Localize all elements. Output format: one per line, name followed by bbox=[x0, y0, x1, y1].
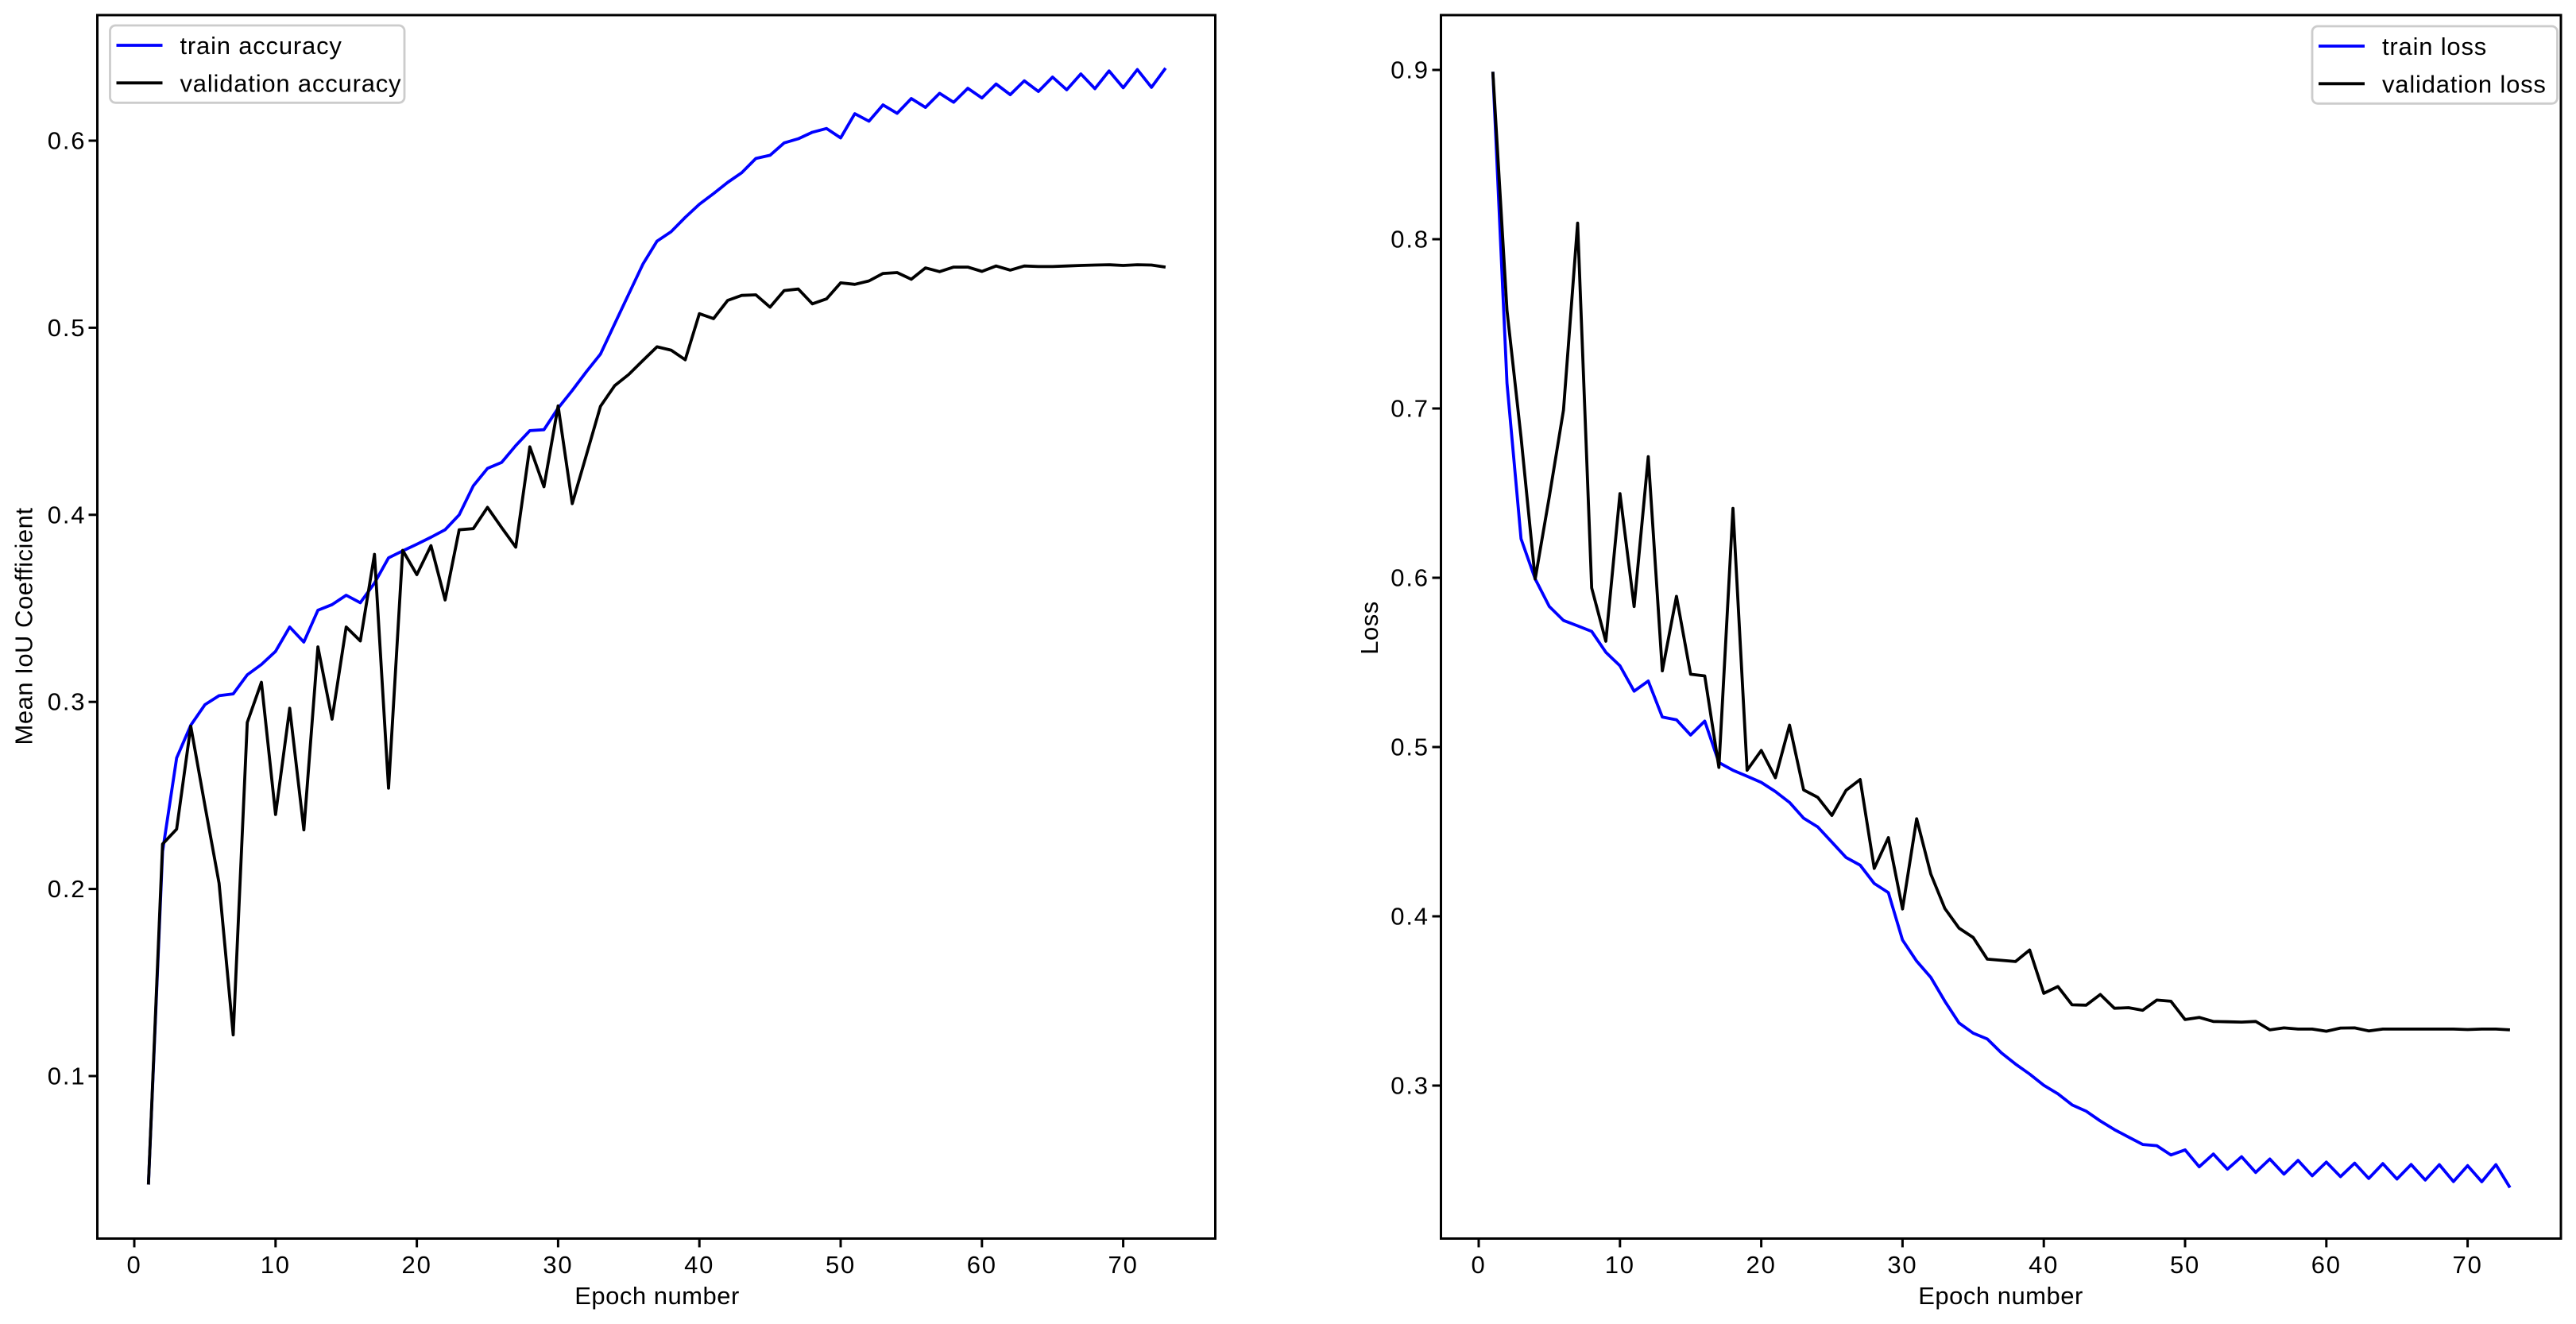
svg-text:10: 10 bbox=[261, 1251, 291, 1279]
svg-text:train loss: train loss bbox=[2382, 33, 2487, 60]
svg-text:40: 40 bbox=[684, 1251, 714, 1279]
svg-text:60: 60 bbox=[967, 1251, 997, 1279]
svg-text:0.9: 0.9 bbox=[1390, 56, 1429, 84]
svg-text:0.5: 0.5 bbox=[48, 314, 87, 342]
svg-text:0.8: 0.8 bbox=[1390, 226, 1429, 254]
svg-text:Epoch number: Epoch number bbox=[574, 1282, 740, 1310]
svg-text:0.6: 0.6 bbox=[48, 127, 87, 155]
svg-text:0.3: 0.3 bbox=[48, 688, 87, 716]
svg-text:0.5: 0.5 bbox=[1390, 734, 1429, 761]
svg-text:0.3: 0.3 bbox=[1390, 1072, 1429, 1100]
svg-text:0.6: 0.6 bbox=[1390, 564, 1429, 592]
svg-text:Mean IoU Coefficient: Mean IoU Coefficient bbox=[10, 508, 38, 745]
svg-text:20: 20 bbox=[1746, 1251, 1777, 1279]
svg-text:60: 60 bbox=[2311, 1251, 2342, 1279]
svg-text:validation loss: validation loss bbox=[2382, 70, 2547, 98]
svg-text:0.2: 0.2 bbox=[48, 875, 87, 903]
svg-text:10: 10 bbox=[1605, 1251, 1635, 1279]
svg-text:0.4: 0.4 bbox=[48, 501, 87, 528]
svg-text:20: 20 bbox=[402, 1251, 432, 1279]
svg-text:0.4: 0.4 bbox=[1390, 903, 1429, 931]
svg-text:0.7: 0.7 bbox=[1390, 395, 1429, 423]
svg-text:train accuracy: train accuracy bbox=[180, 32, 342, 60]
svg-text:40: 40 bbox=[2029, 1251, 2059, 1279]
svg-text:0: 0 bbox=[1471, 1251, 1486, 1279]
svg-text:0: 0 bbox=[126, 1251, 141, 1279]
svg-text:30: 30 bbox=[1887, 1251, 1917, 1279]
svg-text:50: 50 bbox=[2170, 1251, 2200, 1279]
svg-text:70: 70 bbox=[1108, 1251, 1139, 1279]
svg-text:70: 70 bbox=[2453, 1251, 2483, 1279]
svg-text:validation accuracy: validation accuracy bbox=[180, 69, 402, 97]
svg-text:30: 30 bbox=[543, 1251, 573, 1279]
svg-text:Loss: Loss bbox=[1356, 601, 1383, 654]
svg-text:Epoch number: Epoch number bbox=[1918, 1282, 2083, 1310]
svg-text:50: 50 bbox=[826, 1251, 856, 1279]
svg-text:0.1: 0.1 bbox=[48, 1063, 87, 1090]
